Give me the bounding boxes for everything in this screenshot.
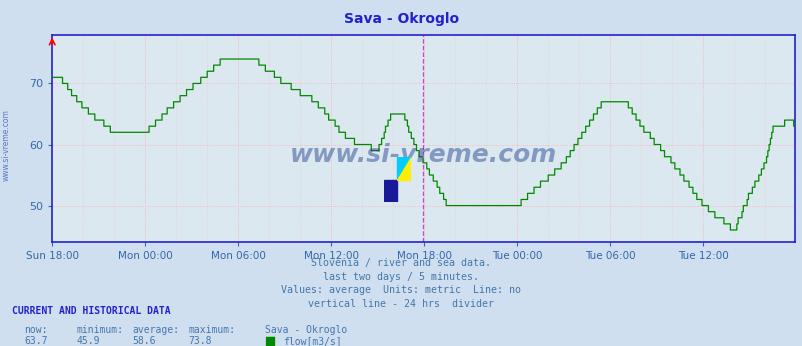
Polygon shape: [397, 157, 411, 180]
Text: Slovenia / river and sea data.: Slovenia / river and sea data.: [311, 258, 491, 268]
Text: www.si-vreme.com: www.si-vreme.com: [2, 109, 11, 181]
Text: vertical line - 24 hrs  divider: vertical line - 24 hrs divider: [308, 299, 494, 309]
Text: now:: now:: [24, 325, 47, 335]
Text: maximum:: maximum:: [188, 325, 236, 335]
Text: last two days / 5 minutes.: last two days / 5 minutes.: [323, 272, 479, 282]
Text: flow[m3/s]: flow[m3/s]: [282, 336, 341, 346]
Text: www.si-vreme.com: www.si-vreme.com: [290, 143, 557, 167]
Text: 45.9: 45.9: [76, 336, 99, 346]
Text: minimum:: minimum:: [76, 325, 124, 335]
Text: Values: average  Units: metric  Line: no: Values: average Units: metric Line: no: [282, 285, 520, 295]
Text: 63.7: 63.7: [24, 336, 47, 346]
Text: 58.6: 58.6: [132, 336, 156, 346]
Text: average:: average:: [132, 325, 180, 335]
Text: 73.8: 73.8: [188, 336, 212, 346]
Text: Sava - Okroglo: Sava - Okroglo: [343, 12, 459, 26]
Polygon shape: [397, 157, 411, 180]
Polygon shape: [383, 180, 397, 202]
Text: Sava - Okroglo: Sava - Okroglo: [265, 325, 346, 335]
Text: CURRENT AND HISTORICAL DATA: CURRENT AND HISTORICAL DATA: [12, 306, 171, 316]
Text: █: █: [265, 336, 273, 346]
